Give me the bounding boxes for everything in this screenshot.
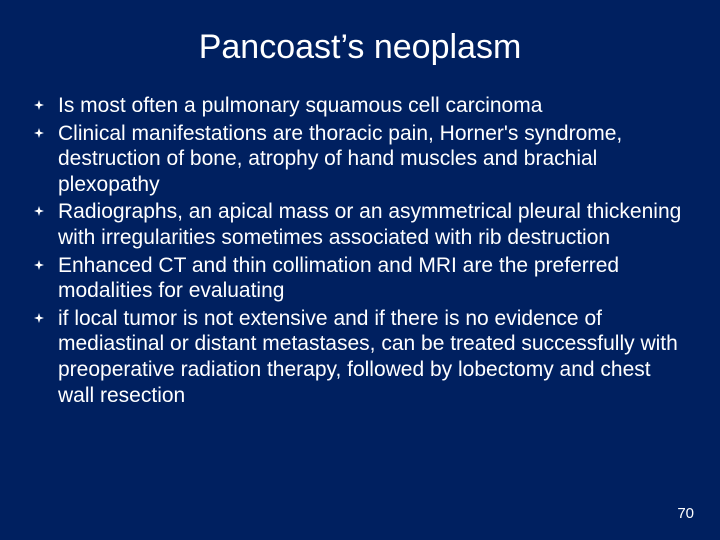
slide-title: Pancoast’s neoplasm: [24, 28, 696, 67]
bullet-text: Is most often a pulmonary squamous cell …: [58, 93, 690, 119]
list-item: if local tumor is not extensive and if t…: [34, 306, 690, 408]
bullet-list: Is most often a pulmonary squamous cell …: [24, 93, 696, 408]
star-icon: [34, 313, 44, 323]
bullet-text: Enhanced CT and thin collimation and MRI…: [58, 253, 690, 304]
star-icon: [34, 100, 44, 110]
list-item: Clinical manifestations are thoracic pai…: [34, 121, 690, 198]
slide-container: Pancoast’s neoplasm Is most often a pulm…: [0, 0, 720, 540]
star-icon: [34, 128, 44, 138]
list-item: Radiographs, an apical mass or an asymme…: [34, 199, 690, 250]
page-number: 70: [677, 505, 694, 522]
bullet-text: Radiographs, an apical mass or an asymme…: [58, 199, 690, 250]
list-item: Enhanced CT and thin collimation and MRI…: [34, 253, 690, 304]
bullet-text: Clinical manifestations are thoracic pai…: [58, 121, 690, 198]
star-icon: [34, 260, 44, 270]
list-item: Is most often a pulmonary squamous cell …: [34, 93, 690, 119]
star-icon: [34, 206, 44, 216]
bullet-text: if local tumor is not extensive and if t…: [58, 306, 690, 408]
